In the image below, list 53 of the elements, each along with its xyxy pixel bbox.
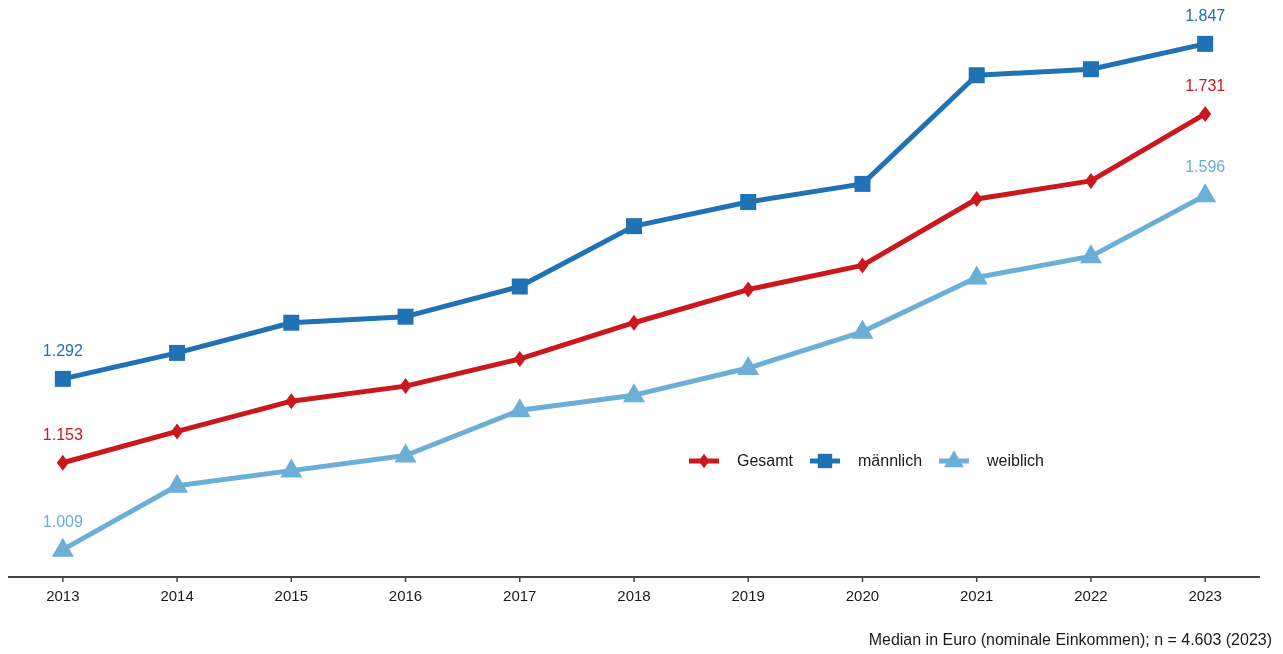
point — [626, 218, 642, 235]
legend-label: männlich — [858, 452, 923, 470]
point — [283, 314, 300, 331]
point — [169, 344, 186, 361]
x-tick-label: 2015 — [274, 586, 308, 604]
point — [508, 398, 531, 418]
point — [513, 350, 526, 367]
point — [397, 308, 414, 325]
data-label: 1.009 — [42, 512, 83, 530]
point — [1199, 105, 1212, 122]
point — [166, 473, 189, 493]
x-tick-label: 2021 — [960, 586, 994, 604]
point — [54, 370, 71, 387]
point — [623, 383, 645, 403]
x-tick-label: 2019 — [731, 586, 765, 604]
point — [740, 194, 757, 211]
point — [851, 319, 874, 339]
x-tick-label: 2014 — [160, 586, 194, 604]
point — [1082, 61, 1099, 78]
point — [394, 443, 417, 463]
point — [856, 257, 869, 274]
point — [399, 378, 412, 395]
data-label: 1.153 — [42, 425, 83, 443]
data-label: 1.596 — [1185, 158, 1226, 176]
data-label: 1.731 — [1185, 76, 1226, 94]
x-tick-label: 2022 — [1074, 586, 1108, 604]
point — [1079, 244, 1102, 264]
x-tick-label: 2017 — [503, 586, 537, 604]
point — [171, 423, 184, 440]
point — [968, 67, 985, 84]
x-tick-label: 2023 — [1188, 586, 1222, 604]
point — [51, 537, 74, 557]
point — [742, 281, 755, 298]
text: Median in Euro (nominale Einkommen); n = 4.603 (2023) — [868, 630, 1272, 650]
legend-label: weiblich — [987, 452, 1044, 470]
legend-label: Gesamt — [737, 452, 794, 470]
data-label: 1.292 — [42, 341, 83, 359]
x-tick-label: 2018 — [617, 586, 651, 604]
point — [280, 458, 303, 478]
point — [511, 278, 528, 295]
point — [285, 393, 298, 410]
x-tick-label: 2016 — [388, 586, 423, 604]
point — [854, 175, 871, 192]
point — [1084, 172, 1097, 189]
x-tick-label: 2013 — [46, 586, 80, 604]
point — [1197, 35, 1214, 52]
point — [628, 314, 640, 331]
point — [737, 356, 760, 375]
data-label: 1.847 — [1185, 6, 1226, 24]
x-tick-label: 2020 — [845, 586, 880, 604]
point — [56, 454, 69, 471]
point — [965, 265, 988, 285]
point — [970, 190, 983, 207]
